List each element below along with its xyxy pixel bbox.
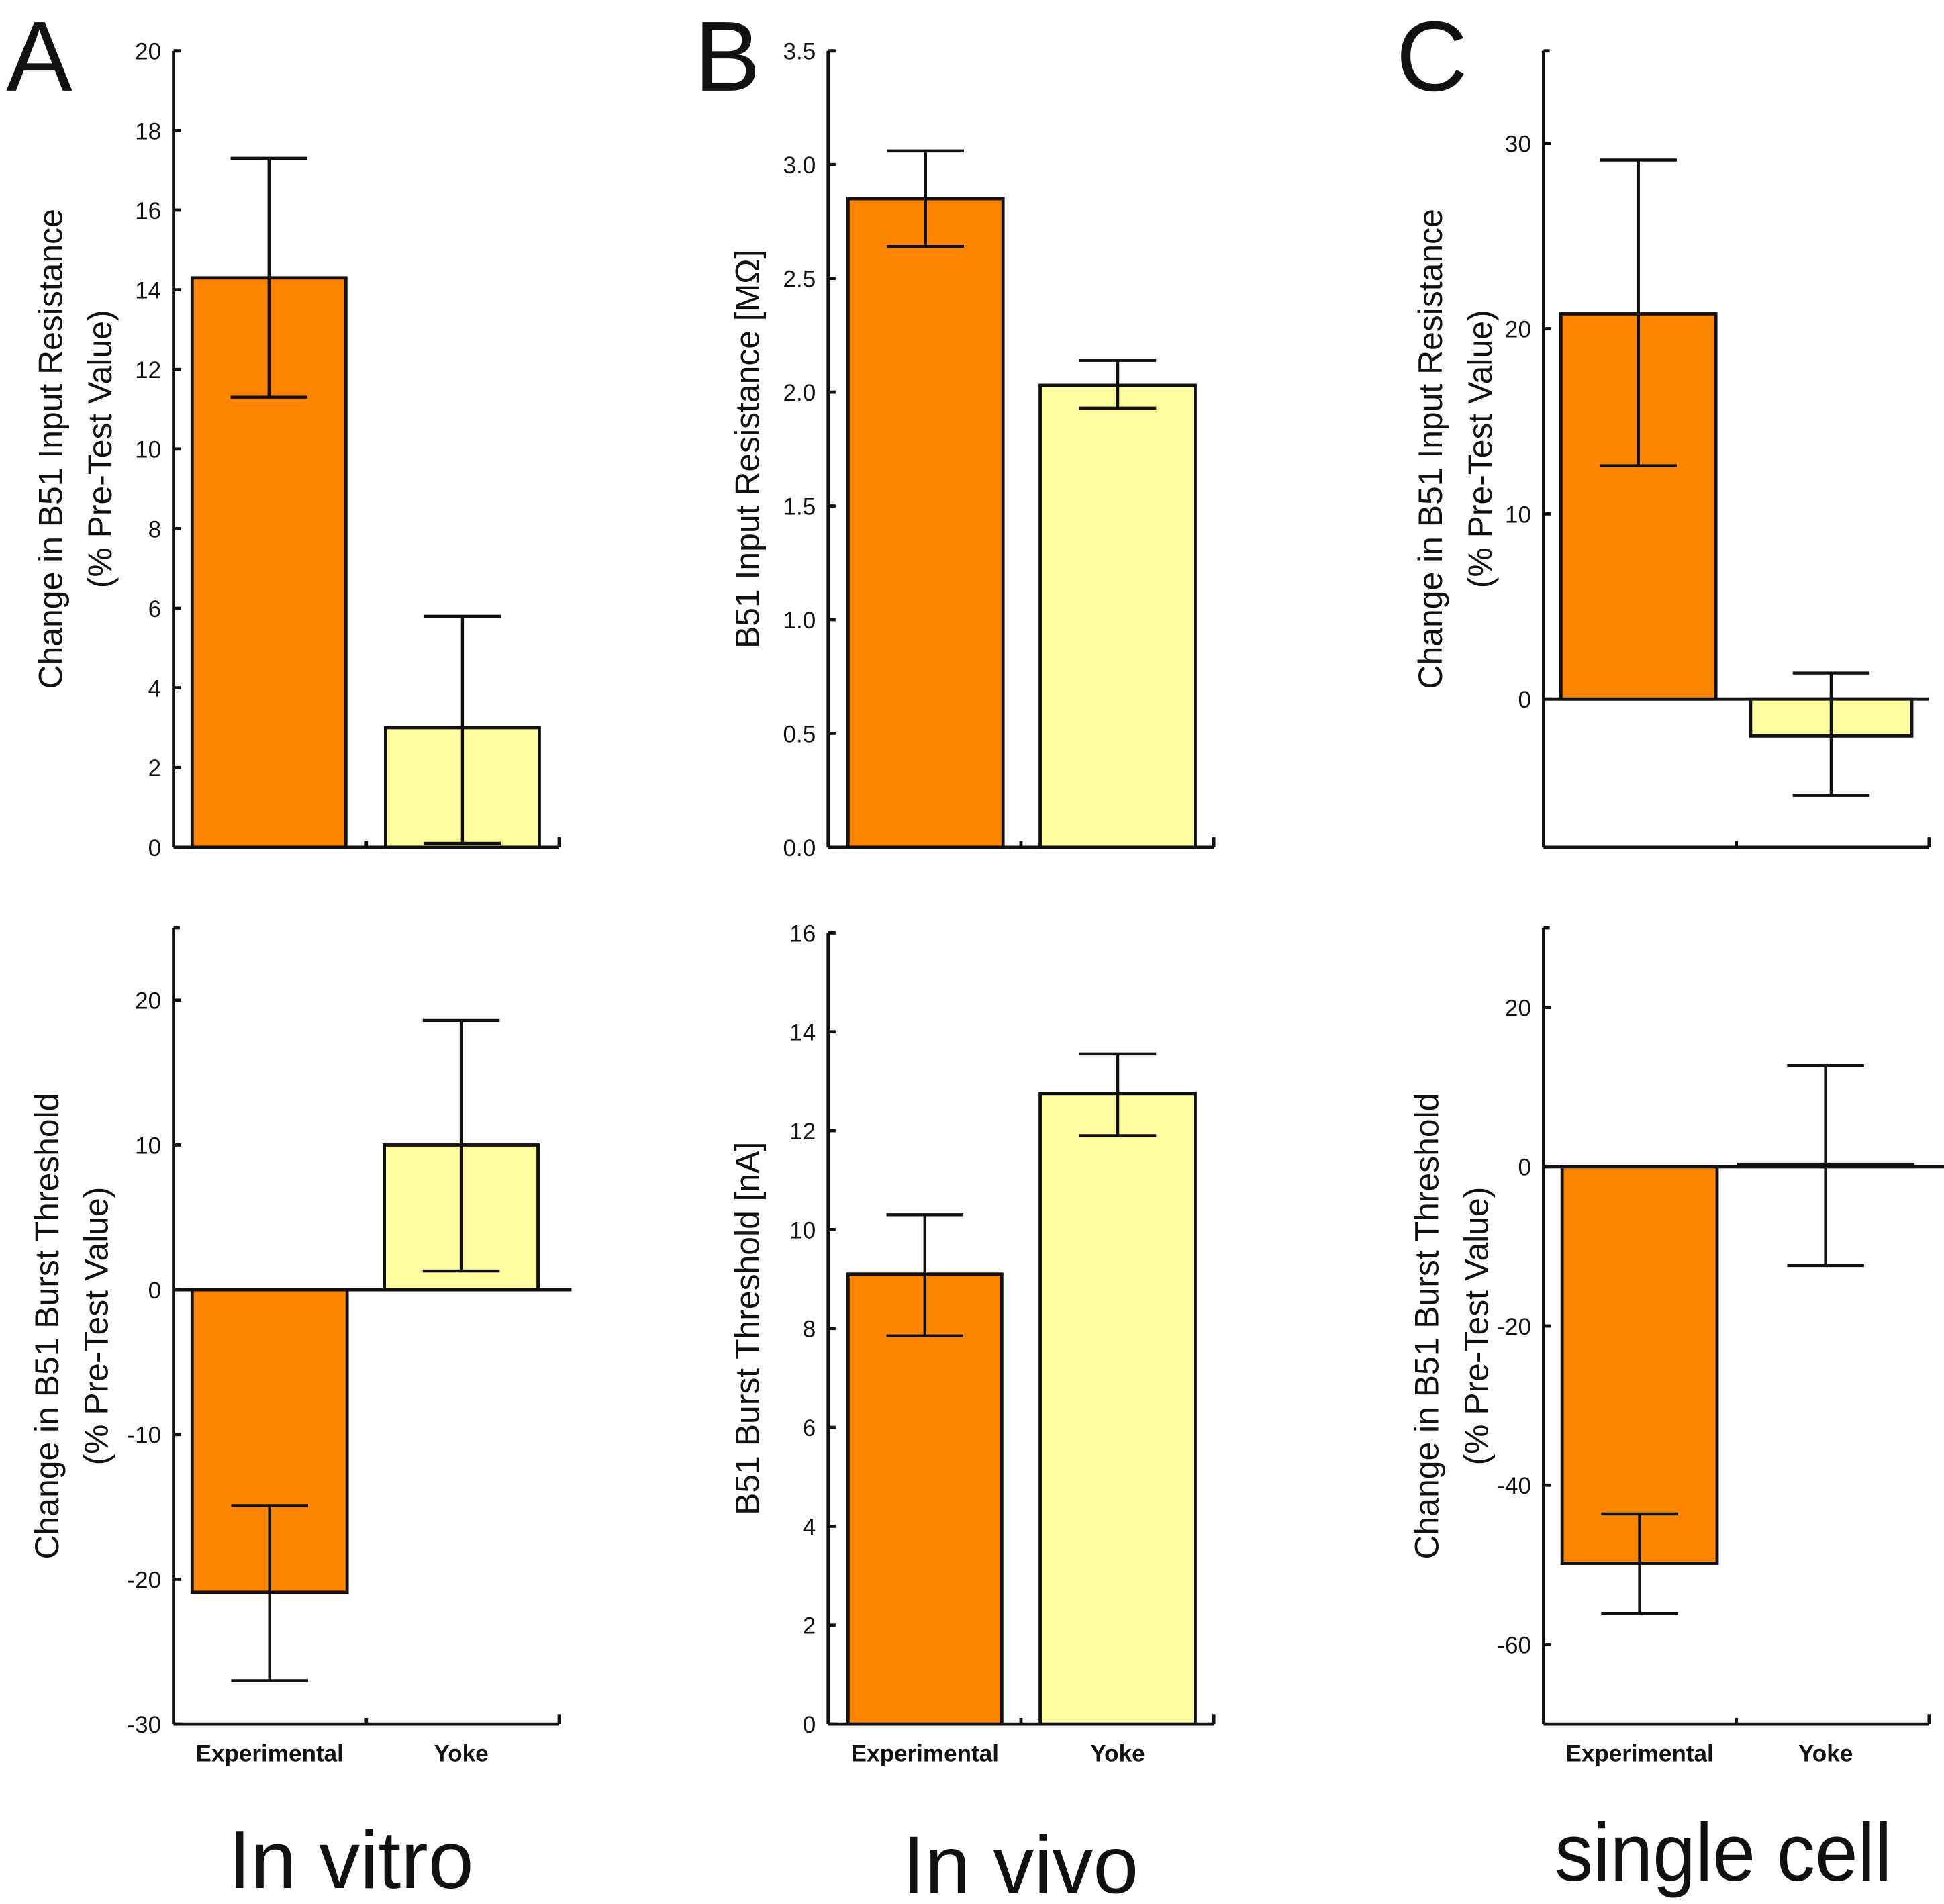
y-tick-label: 6 [148, 596, 162, 622]
chart-a-bottom: -30 -20 -10 0 10 20 Experimental Yoke Change in … [28, 926, 572, 1767]
y-tick-label: 10 [789, 1217, 816, 1243]
y-tick-label: 12 [789, 1118, 816, 1145]
y-tick-label: -60 [1497, 1632, 1531, 1658]
bar-experimental [1560, 1165, 1719, 1565]
y-tick-label: -20 [1497, 1314, 1531, 1340]
section-label-in-vitro: In vitro [228, 1814, 474, 1904]
chart-c-top: 0 10 20 30 Change in B51 Input Resistance (% … [1412, 49, 1931, 849]
bar-experimental [846, 197, 1005, 849]
y-tick-label: 2.5 [783, 267, 816, 293]
y-axis-subtitle: (% Pre-Test Value) [1457, 1187, 1495, 1466]
y-tick-label: 0 [803, 1712, 816, 1738]
y-tick-label: 18 [135, 118, 161, 144]
y-tick-label: 0.5 [783, 721, 816, 747]
y-tick-label: 30 [1505, 132, 1531, 158]
y-tick-label: 10 [135, 437, 161, 463]
y-tick-label: 2.0 [783, 380, 816, 406]
y-tick-label: 12 [135, 357, 161, 383]
chart-b-top: 0.0 0.5 1.0 1.5 2.0 2.5 3.0 3.5 B51 Input Resist… [728, 39, 1216, 861]
y-tick-label: 0.0 [783, 835, 816, 861]
y-tick-label: 4 [803, 1514, 816, 1540]
y-tick-label: 10 [135, 1133, 161, 1159]
y-tick-label: 20 [1505, 316, 1531, 342]
y-tick-label: 10 [1505, 502, 1531, 528]
y-axis-title: B51 Burst Threshold [nA] [728, 1142, 766, 1515]
category-label-yoke: Yoke [434, 1741, 488, 1767]
chart-b-bottom: 0 2 4 6 8 10 12 14 16 Experimental Yoke B51 Burst T… [728, 920, 1216, 1767]
y-tick-label: 14 [789, 1020, 816, 1046]
y-tick-label: 2 [148, 755, 162, 781]
y-tick-label: 8 [148, 516, 162, 542]
y-tick-label: 3.5 [783, 39, 816, 65]
y-tick-label: 16 [135, 198, 161, 224]
y-tick-label: 20 [135, 988, 161, 1014]
bar-experimental [190, 276, 348, 849]
y-tick-label: 4 [148, 676, 162, 702]
category-label-experimental: Experimental [196, 1741, 344, 1767]
panel-letter-b: B [694, 1, 761, 112]
y-axis-title: Change in B51 Input Resistance [32, 209, 69, 689]
category-label-experimental: Experimental [1565, 1741, 1713, 1767]
y-tick-label: -10 [127, 1423, 161, 1449]
y-tick-label: 6 [803, 1415, 816, 1441]
y-axis-title: Change in B51 Burst Threshold [28, 1093, 66, 1560]
y-tick-label: 20 [1505, 996, 1531, 1022]
y-axis-title: Change in B51 Burst Threshold [1408, 1093, 1445, 1560]
bar-yoke [1038, 1092, 1197, 1726]
panel-letter-c: C [1396, 1, 1468, 112]
y-tick-label: 3.0 [783, 152, 816, 179]
y-tick-label: -30 [127, 1712, 161, 1738]
category-label-yoke: Yoke [1090, 1741, 1145, 1767]
bar-yoke [1038, 383, 1197, 849]
chart-c-bottom: -60 -40 -20 0 20 Experimental Yoke Change in B5… [1408, 926, 1944, 1767]
y-tick-label: 20 [135, 39, 161, 65]
y-axis-subtitle: (% Pre-Test Value) [1461, 310, 1499, 588]
y-tick-label: 0 [1518, 1155, 1531, 1181]
y-tick-label: 16 [789, 920, 816, 947]
y-tick-label: -40 [1497, 1473, 1531, 1499]
y-axis-subtitle: (% Pre-Test Value) [81, 310, 119, 588]
y-tick-label: 14 [135, 278, 161, 304]
category-label-experimental: Experimental [851, 1741, 999, 1767]
chart-a-top: 0 2 4 6 8 10 12 14 16 18 20 Change in B51 Input Res… [32, 39, 561, 861]
y-tick-label: 1.0 [783, 608, 816, 634]
y-tick-label: -20 [127, 1567, 161, 1593]
bar-experimental [846, 1272, 1004, 1726]
y-tick-label: 8 [803, 1317, 816, 1343]
section-label-in-vivo: In vivo [902, 1819, 1138, 1904]
panel-letter-a: A [6, 1, 72, 112]
y-tick-label: 2 [803, 1613, 816, 1639]
y-tick-label: 1.5 [783, 493, 816, 520]
section-label-single-cell: single cell [1555, 1807, 1892, 1898]
y-tick-label: 0 [148, 835, 162, 861]
y-axis-subtitle: (% Pre-Test Value) [78, 1187, 115, 1466]
category-label-yoke: Yoke [1798, 1741, 1853, 1767]
y-tick-label: 0 [1518, 687, 1531, 713]
y-tick-label: 0 [148, 1278, 162, 1304]
y-axis-title: Change in B51 Input Resistance [1412, 209, 1449, 689]
y-axis-title: B51 Input Resistance [MΩ] [728, 250, 766, 649]
